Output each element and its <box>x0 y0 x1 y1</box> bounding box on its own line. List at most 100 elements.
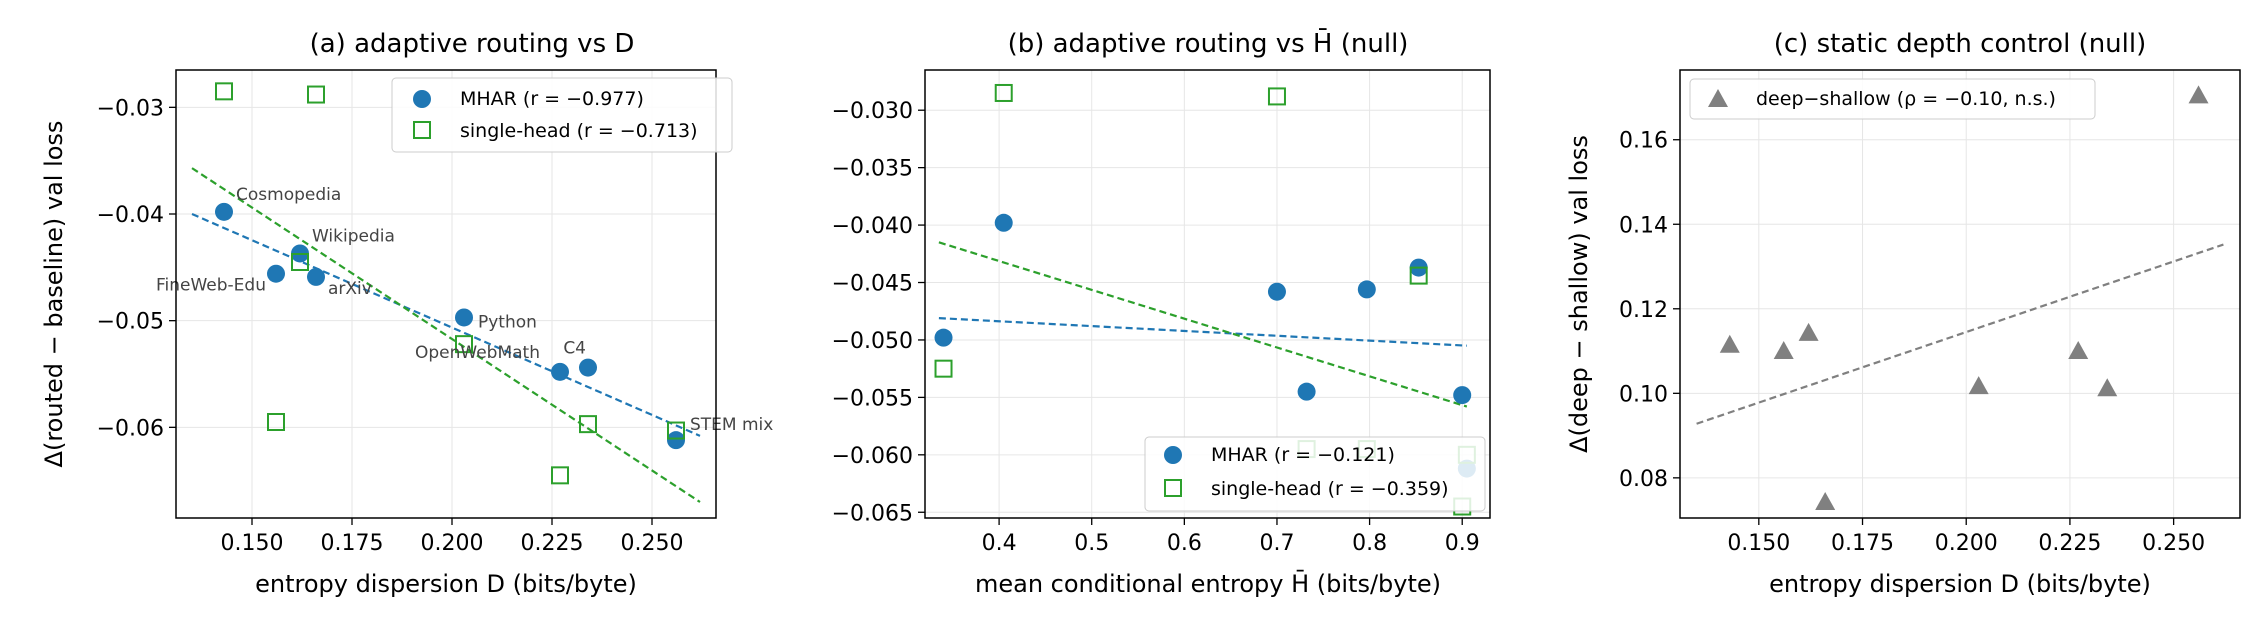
data-point-triangle <box>1815 491 1836 510</box>
data-point-triangle <box>2188 85 2209 104</box>
panel-a-legend-mhar-label: MHAR (r = −0.977) <box>460 88 644 110</box>
point-annotation: C4 <box>563 339 586 359</box>
x-tick-label: 0.5 <box>1074 531 1109 556</box>
y-tick-label: −0.055 <box>832 386 913 411</box>
fit-line <box>191 167 701 503</box>
panel-b-legend-mhar-marker <box>1164 446 1182 464</box>
data-point-triangle <box>1773 341 1794 360</box>
panel-c-legend: deep−shallow (ρ = −0.10, n.s.) <box>1689 78 2096 120</box>
data-point-square <box>994 83 1013 102</box>
y-tick-label: −0.050 <box>832 329 913 354</box>
panel-c-points <box>1719 85 2209 510</box>
x-tick-label: 0.225 <box>521 531 584 556</box>
panel-b-legend-single-marker <box>1164 479 1182 497</box>
x-tick-label: 0.250 <box>621 531 684 556</box>
panel-b-legend-box <box>1144 436 1486 512</box>
x-tick-label: 0.8 <box>1352 531 1387 556</box>
data-point-square <box>215 82 233 101</box>
panel-c: (c) static depth control (null) 0.150 0.1… <box>1565 29 2241 598</box>
panel-b-xlabel: mean conditional entropy H̄ (bits/byte) <box>975 569 1441 598</box>
x-tick-label: 0.250 <box>2142 531 2205 556</box>
data-point-square <box>307 85 325 104</box>
data-point-square <box>1267 87 1286 106</box>
panel-c-frame <box>1679 69 2241 519</box>
x-tick-label: 0.200 <box>421 531 484 556</box>
panel-a-ylabel: Δ(routed − baseline) val loss <box>40 121 68 468</box>
point-annotation: arXiv <box>328 279 372 299</box>
x-tick-label: 0.6 <box>1167 531 1202 556</box>
fit-line <box>1696 243 2224 425</box>
data-point-square <box>934 359 953 378</box>
data-point-circle <box>455 308 473 327</box>
data-point-circle <box>215 202 233 221</box>
data-point-triangle <box>1719 334 1740 353</box>
data-point-square <box>267 413 285 431</box>
x-tick-label: 0.150 <box>1727 531 1790 556</box>
panel-a-yticks: −0.06 −0.05 −0.04 −0.03 <box>97 96 176 441</box>
data-point-square <box>579 415 597 434</box>
y-tick-label: 0.12 <box>1619 298 1668 323</box>
x-tick-label: 0.9 <box>1445 531 1480 556</box>
panel-a-annotations: Cosmopedia Wikipedia FineWeb-Edu arXiv Pytho… <box>156 185 773 435</box>
panel-a-legend: MHAR (r = −0.977) single-head (r = −0.71… <box>391 77 733 153</box>
data-point-triangle <box>2097 378 2118 397</box>
panel-b-legend-mhar-label: MHAR (r = −0.121) <box>1211 444 1395 466</box>
panel-c-xticks: 0.150 0.175 0.200 0.225 0.250 <box>1727 518 2205 556</box>
panel-a-title: (a) adaptive routing vs D <box>310 29 635 59</box>
panel-a-legend-single-marker <box>413 121 431 139</box>
panel-c-fits <box>1696 243 2224 425</box>
x-tick-label: 0.150 <box>221 531 284 556</box>
fit-line <box>191 212 701 437</box>
point-annotation: STEM mix <box>690 415 773 435</box>
data-point-circle <box>934 328 953 347</box>
panel-b-fits <box>938 241 1468 408</box>
point-annotation: Wikipedia <box>312 226 395 246</box>
point-annotation: FineWeb-Edu <box>156 276 266 296</box>
data-point-square <box>551 466 569 485</box>
y-tick-label: −0.035 <box>832 157 913 182</box>
y-tick-label: −0.03 <box>97 96 164 121</box>
data-point-square <box>455 335 473 354</box>
panel-c-ylabel: Δ(deep − shallow) val loss <box>1565 135 1593 453</box>
data-point-circle <box>307 267 325 286</box>
data-point-square <box>1409 266 1428 285</box>
y-tick-label: 0.08 <box>1619 467 1668 492</box>
y-tick-label: −0.04 <box>97 203 164 228</box>
data-point-square <box>291 253 309 271</box>
panel-c-xlabel: entropy dispersion D (bits/byte) <box>1769 570 2151 598</box>
point-annotation: Python <box>478 312 537 332</box>
data-point-square <box>667 421 685 440</box>
panel-a-xlabel: entropy dispersion D (bits/byte) <box>255 570 637 598</box>
y-tick-label: −0.05 <box>97 310 164 335</box>
data-point-circle <box>551 362 569 381</box>
x-tick-label: 0.200 <box>1935 531 1998 556</box>
panel-b-yticks: −0.065 −0.060 −0.055 −0.050 −0.045 −0.040 −0.0… <box>832 99 925 526</box>
panel-c-yticks: 0.08 0.10 0.12 0.14 0.16 <box>1619 129 1680 492</box>
x-tick-label: 0.4 <box>982 531 1017 556</box>
data-point-circle <box>667 431 685 450</box>
y-tick-label: −0.040 <box>832 214 913 239</box>
y-tick-label: −0.065 <box>832 501 913 526</box>
fit-line <box>938 241 1468 408</box>
data-point-circle <box>1297 382 1316 401</box>
data-point-circle <box>579 358 597 377</box>
panel-a: (a) adaptive routing vs D Cosmopedia Wiki… <box>40 29 773 598</box>
point-annotation: Cosmopedia <box>236 185 341 205</box>
y-tick-label: 0.14 <box>1619 213 1668 238</box>
panel-c-legend-box <box>1689 78 2096 120</box>
panel-b: (b) adaptive routing vs H̄ (null) 0.4 0.5… <box>832 27 1491 598</box>
panel-b-xticks: 0.4 0.5 0.6 0.7 0.8 0.9 <box>982 518 1480 556</box>
panel-b-legend: MHAR (r = −0.121) single-head (r = −0.35… <box>1144 436 1486 512</box>
panel-c-title: (c) static depth control (null) <box>1774 29 2147 59</box>
data-point-circle <box>1453 386 1472 405</box>
panel-a-legend-mhar-marker <box>413 90 431 108</box>
panel-a-xticks: 0.150 0.175 0.200 0.225 0.250 <box>221 518 684 556</box>
panel-b-title: (b) adaptive routing vs H̄ (null) <box>1008 27 1409 59</box>
panel-a-legend-box <box>391 77 733 153</box>
y-tick-label: −0.045 <box>832 272 913 297</box>
panel-b-legend-single-label: single-head (r = −0.359) <box>1211 478 1449 500</box>
x-tick-label: 0.175 <box>1831 531 1894 556</box>
x-tick-label: 0.225 <box>2038 531 2101 556</box>
panel-c-legend-triangle-marker <box>1708 89 1728 107</box>
panel-b-frame <box>924 69 1491 519</box>
